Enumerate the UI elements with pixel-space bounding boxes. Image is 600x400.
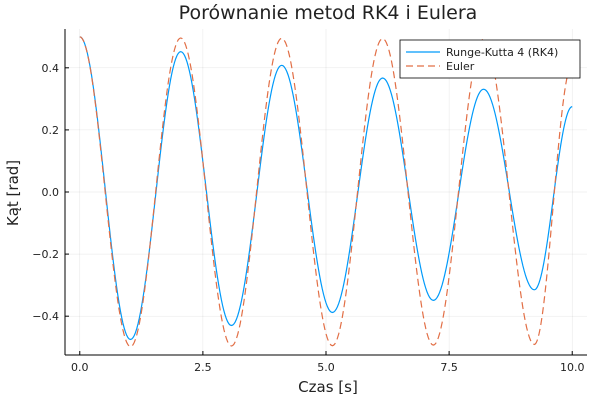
y-tick-label-3: 0.2	[42, 124, 60, 137]
y-tick-label-4: 0.4	[42, 62, 60, 75]
series-line-euler	[79, 36, 573, 348]
series-line-rk4	[79, 36, 573, 341]
legend: Runge-Kutta 4 (RK4)Euler	[399, 39, 581, 79]
y-tick-label-1: −0.2	[32, 248, 59, 261]
x-tick-label-4: 10.0	[560, 361, 585, 374]
legend-label-1: Euler	[446, 60, 475, 73]
y-tick-label-2: 0.0	[42, 186, 60, 199]
legend-label-0: Runge-Kutta 4 (RK4)	[446, 46, 558, 59]
x-tick-label-2: 5.0	[317, 361, 335, 374]
y-tick-label-0: −0.4	[32, 310, 59, 323]
axes: 0.0 2.5 5.0 7.5 10.0 −0.4 −0.2 0.0 0.2 0.4	[32, 29, 587, 374]
y-axis-title: Kąt [rad]	[4, 160, 22, 226]
x-tick-label-1: 2.5	[194, 361, 212, 374]
legend-box	[399, 39, 581, 79]
x-axis-title: Czas [s]	[298, 378, 358, 396]
x-tick-label-0: 0.0	[71, 361, 89, 374]
chart-title: Porównanie metod RK4 i Eulera	[179, 2, 478, 24]
plot-series	[79, 36, 573, 348]
x-tick-label-3: 7.5	[440, 361, 458, 374]
